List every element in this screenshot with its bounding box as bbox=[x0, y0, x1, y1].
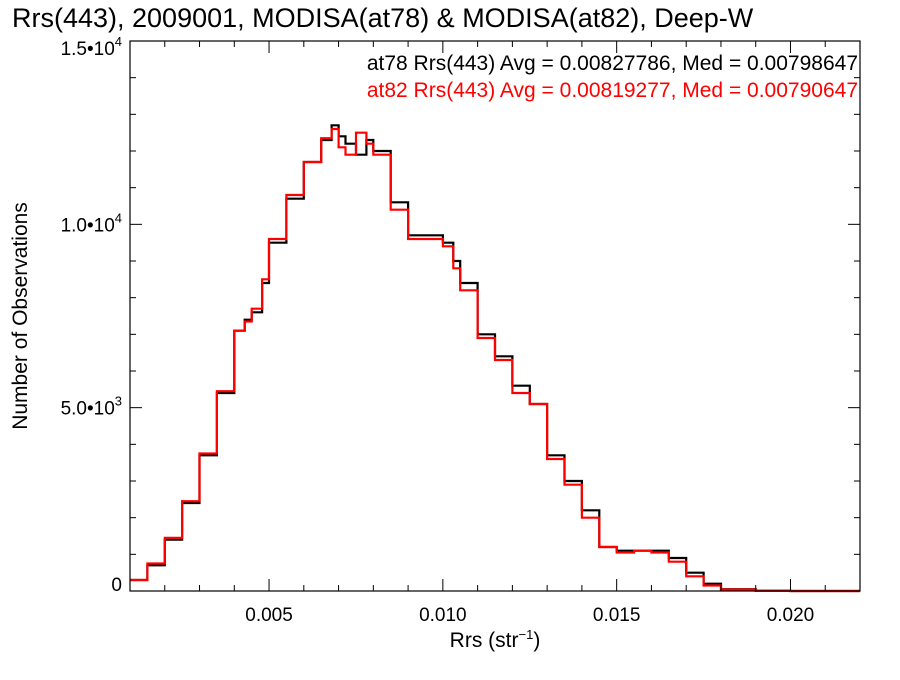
x-tick-label: 0.010 bbox=[419, 605, 467, 626]
x-axis-label: Rrs (str−1) bbox=[450, 627, 541, 652]
x-tick-label: 0.015 bbox=[593, 605, 641, 626]
plot-frame bbox=[129, 40, 861, 592]
y-tick-label: 5.0•103 bbox=[61, 394, 122, 420]
y-tick-label: 1.5•104 bbox=[61, 34, 122, 60]
y-tick-label: 0 bbox=[111, 575, 122, 596]
x-axis-label-base: Rrs (str bbox=[450, 629, 519, 652]
plot-series bbox=[130, 124, 860, 593]
y-tick-label: 1.0•104 bbox=[61, 210, 122, 236]
legend-entry-at82: at82 Rrs(443) Avg = 0.00819277, Med = 0.… bbox=[367, 79, 858, 102]
chart-title: Rrs(443), 2009001, MODISA(at78) & MODISA… bbox=[12, 3, 754, 33]
x-axis-label-exponent: −1 bbox=[519, 627, 534, 642]
y-axis-ticks: 0 5.0•103 1.0•104 1.5•104 bbox=[61, 34, 860, 596]
x-axis-label-close: ) bbox=[533, 629, 540, 652]
x-tick-label: 0.005 bbox=[245, 605, 293, 626]
legend-entry-at78: at78 Rrs(443) Avg = 0.00827786, Med = 0.… bbox=[367, 52, 858, 75]
y-axis-label: Number of Observations bbox=[9, 202, 32, 430]
series-line-at82 bbox=[130, 127, 860, 593]
x-axis-ticks: 0.005 0.010 0.015 0.020 bbox=[129, 41, 861, 626]
x-tick-label: 0.020 bbox=[767, 605, 815, 626]
